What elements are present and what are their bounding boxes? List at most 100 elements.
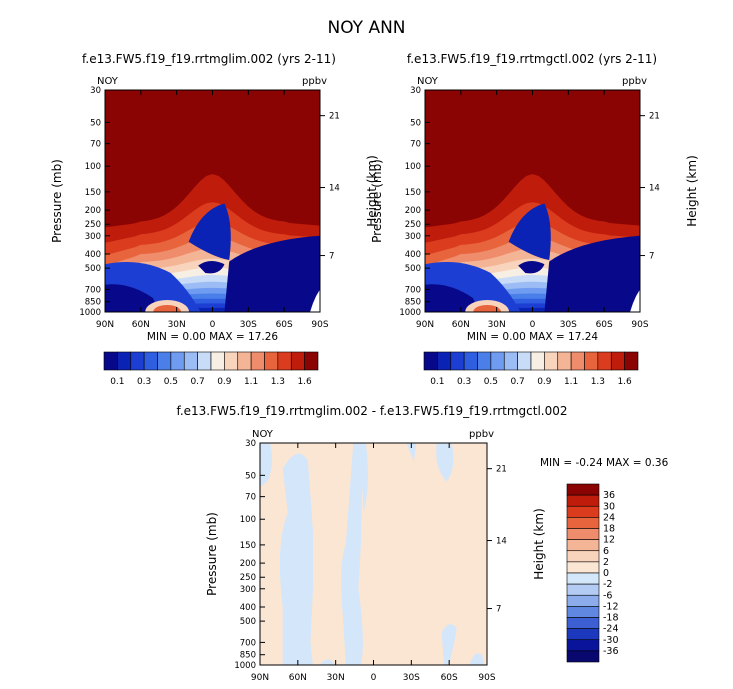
contour-band-low-n2 [425, 284, 480, 312]
colorbar-box [130, 351, 145, 371]
negative-region-60s [441, 624, 457, 665]
x-tick-label: 60N [452, 320, 470, 330]
variable-label: NOY [417, 76, 439, 87]
colorbar-box [450, 351, 465, 371]
colorbar-label: 1.3 [271, 377, 285, 387]
y-tick-label: 300 [240, 585, 256, 595]
units-label: ppbv [302, 76, 327, 87]
colorbar-box [530, 351, 545, 371]
colorbar-box [117, 351, 132, 371]
y-tick-label: 400 [405, 250, 421, 260]
contour-band-mid [508, 203, 551, 261]
x-tick-label: 90S [631, 320, 648, 330]
x-tick-label: 60N [289, 673, 307, 683]
stats-label: MIN = 0.00 MAX = 17.24 [467, 331, 598, 343]
y-tick-label: 1000 [234, 661, 256, 671]
y-tick-label: 500 [405, 264, 421, 274]
y-tick-label: 50 [245, 471, 256, 481]
field-group [425, 90, 640, 312]
x-tick-label: 30S [560, 320, 577, 330]
y-tick-label: 70 [90, 140, 101, 150]
y-right-tick-label: 21 [649, 112, 660, 122]
y-tick-label: 150 [240, 541, 256, 551]
y-tick-label: 500 [240, 617, 256, 627]
colorbar-label: -18 [603, 613, 619, 624]
units-label: ppbv [469, 429, 494, 440]
colorbar-box [490, 351, 505, 371]
colorbar-box [566, 528, 600, 540]
colorbar-label: 1.6 [297, 377, 312, 387]
negative-region-eq-top [360, 443, 368, 513]
y-tick-label: 50 [90, 118, 101, 128]
units-label: ppbv [622, 76, 647, 87]
y-tick-label: 100 [85, 162, 101, 172]
contour-band-core [518, 260, 545, 274]
colorbar-box [290, 351, 305, 371]
y-tick-label: 1000 [399, 308, 421, 318]
colorbar-box [477, 351, 492, 371]
x-tick-label: 60S [596, 320, 613, 330]
contour-band-core [198, 260, 225, 274]
x-tick-label: 90S [311, 320, 328, 330]
panel-title: f.e13.FW5.f19_f19.rrtmglim.002 (yrs 2-11… [82, 52, 336, 66]
colorbar-box [250, 351, 265, 371]
y-tick-label: 500 [85, 264, 101, 274]
y-tick-label: 200 [405, 206, 421, 216]
y-tick-label: 200 [85, 206, 101, 216]
x-tick-label: 30N [168, 320, 186, 330]
variable-label: NOY [97, 76, 119, 87]
y-tick-label: 850 [405, 298, 421, 308]
colorbar-box [566, 494, 600, 507]
colorbar-box [566, 550, 600, 563]
colorbar-box [566, 606, 600, 618]
colorbar-label: -30 [603, 635, 619, 646]
colorbar-box [557, 351, 572, 371]
surface-hotspot-core [153, 305, 182, 312]
colorbar-box [566, 617, 600, 629]
colorbar-box [304, 351, 319, 371]
x-tick-label: 30S [403, 673, 420, 683]
colorbar-box [566, 639, 600, 652]
stats-label: MIN = 0.00 MAX = 17.26 [147, 331, 278, 343]
y-tick-label: 150 [405, 188, 421, 198]
y-tick-label: 50 [410, 118, 421, 128]
colorbar-box [224, 351, 239, 371]
x-tick-label: 0 [210, 320, 216, 330]
panel-title: f.e13.FW5.f19_f19.rrtmgctl.002 (yrs 2-11… [407, 52, 657, 66]
y-right-tick-label: 14 [649, 184, 660, 194]
colorbar-label: 0.9 [537, 377, 552, 387]
negative-region-50s-top [436, 443, 454, 482]
colorbar-label: 6 [603, 546, 609, 557]
panel-title: f.e13.FW5.f19_f19.rrtmglim.002 - f.e13.F… [176, 404, 567, 418]
x-tick-label: 60S [276, 320, 293, 330]
surface-hotspot-core [473, 305, 502, 312]
y-tick-label: 30 [245, 439, 256, 449]
colorbar-label: 0.9 [217, 377, 232, 387]
colorbar-box [544, 351, 559, 371]
y-right-axis-label: Height (km) [685, 155, 699, 226]
y-tick-label: 250 [240, 573, 256, 583]
colorbar-box [566, 539, 600, 552]
variable-label: NOY [252, 429, 274, 440]
y-tick-label: 200 [240, 559, 256, 569]
y-tick-label: 850 [240, 651, 256, 661]
x-tick-label: 60N [132, 320, 150, 330]
page-title: NOY ANN [327, 18, 406, 38]
colorbar-box [570, 351, 585, 371]
x-tick-label: 90N [416, 320, 434, 330]
y-tick-label: 250 [405, 220, 421, 230]
colorbar-label: -6 [603, 590, 612, 601]
y-tick-label: 100 [240, 515, 256, 525]
colorbar-label: 1.1 [564, 377, 578, 387]
x-tick-label: 0 [530, 320, 536, 330]
colorbar-box [566, 561, 600, 574]
y-tick-label: 700 [405, 285, 421, 295]
y-right-axis-label: Height (km) [365, 155, 379, 226]
colorbar-box [566, 517, 600, 529]
colorbar-label: 0.1 [110, 377, 124, 387]
y-axis-label: Pressure (mb) [205, 512, 219, 596]
colorbar-box [584, 351, 599, 371]
negative-region-eq [341, 443, 364, 665]
